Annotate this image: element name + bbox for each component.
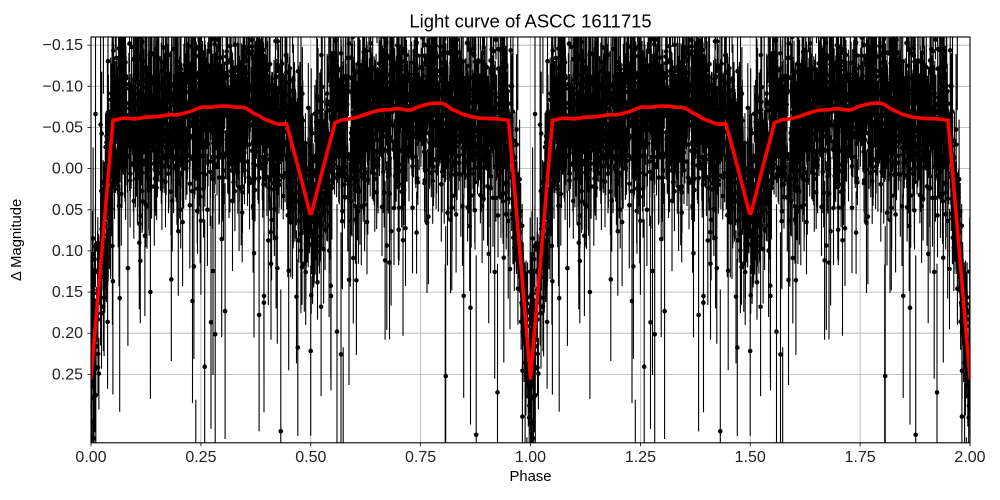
svg-text:Phase: Phase [510,469,552,485]
svg-text:1.25: 1.25 [625,449,656,466]
svg-text:Light curve of ASCC 1611715: Light curve of ASCC 1611715 [409,11,651,32]
svg-text:−0.15: −0.15 [43,37,84,54]
svg-text:1.75: 1.75 [845,449,876,466]
svg-text:Δ Magnitude: Δ Magnitude [9,199,25,281]
svg-text:0.50: 0.50 [295,449,326,466]
svg-text:−0.10: −0.10 [43,78,84,95]
svg-text:0.25: 0.25 [185,449,216,466]
svg-text:0.25: 0.25 [52,366,83,383]
svg-text:1.00: 1.00 [515,449,546,466]
svg-text:0.15: 0.15 [52,284,83,301]
svg-text:−0.05: −0.05 [43,120,84,137]
svg-text:0.00: 0.00 [52,161,83,178]
svg-text:0.20: 0.20 [52,325,83,342]
svg-text:1.50: 1.50 [735,449,766,466]
svg-text:0.00: 0.00 [75,449,106,466]
svg-text:0.75: 0.75 [405,449,436,466]
svg-text:0.05: 0.05 [52,202,83,219]
svg-text:2.00: 2.00 [954,449,985,466]
svg-text:0.10: 0.10 [52,243,83,260]
